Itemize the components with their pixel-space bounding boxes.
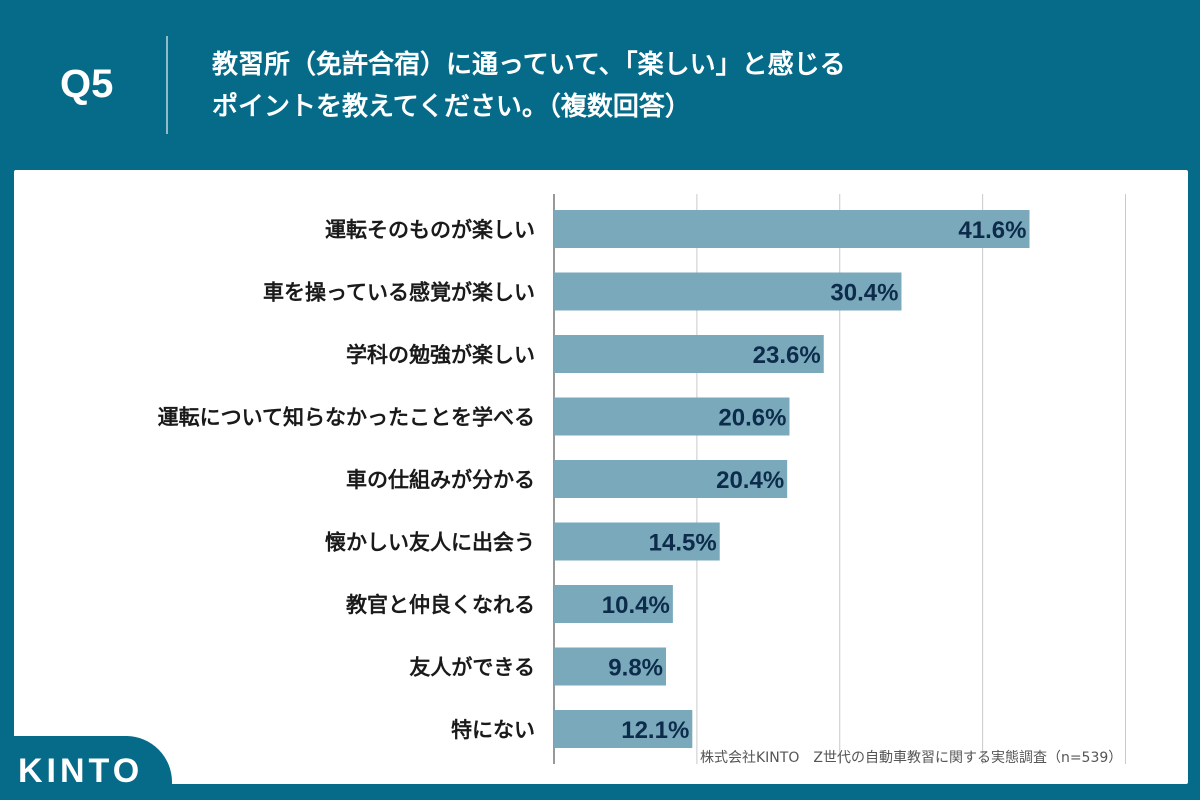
source-note: 株式会社KINTO Z世代の自動車教習に関する実態調査（n=539）	[700, 750, 1123, 766]
header: Q5 教習所（免許合宿）に通っていて、「楽しい」と感じる ポイントを教えてくださ…	[0, 0, 1200, 170]
value-label: 20.6%	[718, 405, 786, 432]
value-label: 12.1%	[621, 717, 689, 744]
category-label: 運転そのものが楽しい	[325, 218, 535, 242]
category-label: 車の仕組みが分かる	[346, 468, 535, 492]
logo-tab	[0, 736, 172, 800]
bar	[554, 210, 1030, 248]
value-label: 20.4%	[716, 467, 784, 494]
question-number: Q5	[60, 62, 114, 106]
bar	[554, 272, 902, 311]
header-divider	[166, 36, 168, 134]
category-label: 特にない	[451, 718, 535, 742]
value-label: 14.5%	[649, 530, 717, 557]
bar	[554, 647, 667, 686]
question-line-1: 教習所（免許合宿）に通っていて、「楽しい」と感じる	[212, 50, 846, 80]
kinto-logo: KINTO	[18, 752, 144, 790]
bars	[554, 210, 1030, 748]
value-labels: 41.6% 30.4% 23.6% 20.6% 20.4% 14.5% 10.4% 9.8% 1…	[602, 217, 1027, 744]
bar	[554, 710, 693, 748]
bar	[554, 397, 790, 436]
question-line-2: ポイントを教えてください。（複数回答）	[212, 92, 691, 122]
value-label: 23.6%	[753, 342, 821, 369]
value-label: 30.4%	[830, 280, 898, 307]
category-label: 車を操っている感覚が楽しい	[263, 281, 535, 305]
value-label: 41.6%	[958, 217, 1026, 244]
category-label: 友人ができる	[409, 656, 535, 680]
question-text: 教習所（免許合宿）に通っていて、「楽しい」と感じる ポイントを教えてください。（…	[212, 44, 846, 128]
category-labels: 運転そのものが楽しい車を操っている感覚が楽しい学科の勉強が楽しい運転について知ら…	[158, 218, 535, 742]
value-label: 10.4%	[602, 592, 670, 619]
category-label: 学科の勉強が楽しい	[346, 343, 535, 367]
bar	[554, 460, 788, 498]
category-label: 運転について知らなかったことを学べる	[158, 406, 535, 430]
category-label: 懐かしい友人に出会う	[325, 531, 535, 555]
bar	[554, 335, 824, 373]
bar	[554, 585, 673, 623]
category-label: 教官と仲良くなれる	[346, 593, 535, 617]
value-label: 9.8%	[608, 655, 663, 682]
bar	[554, 522, 720, 561]
